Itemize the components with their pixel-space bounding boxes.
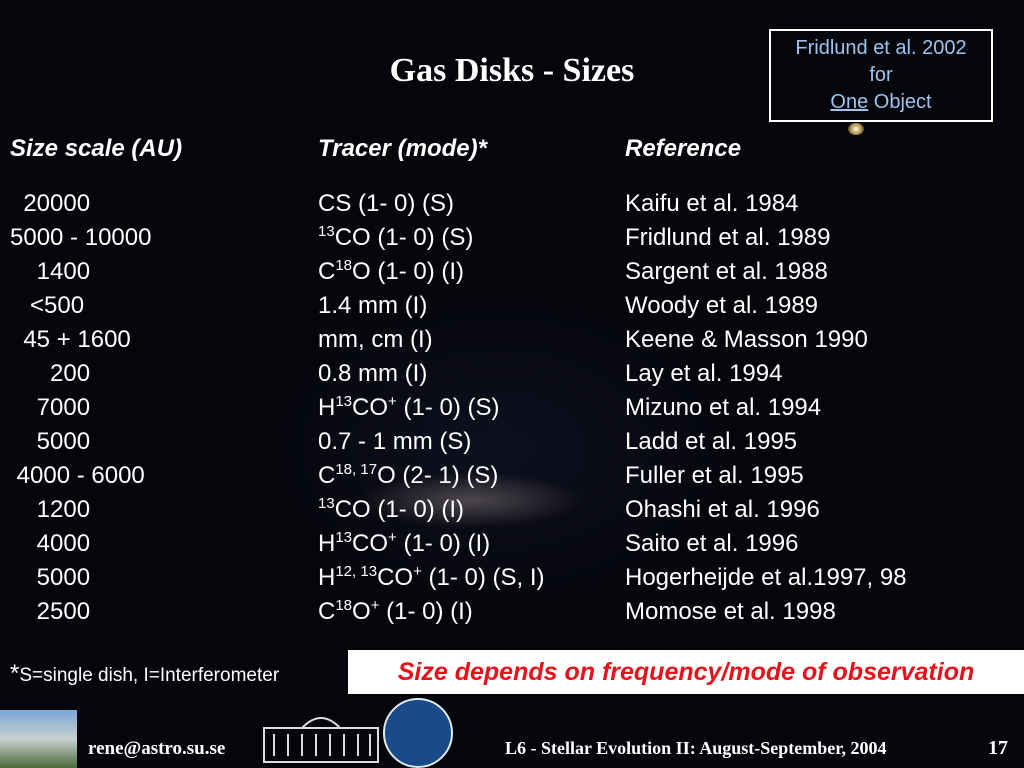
tracer-superscript: + bbox=[388, 393, 397, 410]
tracer-text: O bbox=[352, 598, 371, 625]
size-cell: <500 bbox=[10, 292, 85, 319]
reference-cell: Mizuno et al. 1994 bbox=[625, 394, 822, 421]
reference-cell: Lay et al. 1994 bbox=[625, 360, 783, 387]
reference-cell: Saito et al. 1996 bbox=[625, 530, 799, 557]
tracer-text: H bbox=[318, 394, 336, 421]
reference-cell: Momose et al. 1998 bbox=[625, 598, 836, 625]
tracer-cell: mm, cm (I) bbox=[318, 323, 433, 357]
size-cell: 1200 bbox=[10, 496, 91, 523]
tracer-cell: H12, 13CO+ (1- 0) (S, I) bbox=[318, 561, 545, 595]
footer-course: L6 - Stellar Evolution II: August-Septem… bbox=[505, 738, 887, 758]
tracer-text: O (1- 0) (I) bbox=[352, 258, 465, 285]
tracer-text: H bbox=[318, 530, 336, 557]
footer-email: rene@astro.su.se bbox=[88, 738, 226, 759]
callout-box: Size depends on frequency/mode of observ… bbox=[348, 650, 1024, 694]
tracer-superscript: + bbox=[388, 529, 397, 546]
tracer-superscript: 12, 13 bbox=[335, 563, 378, 580]
reference-cell: Woody et al. 1989 bbox=[625, 292, 819, 319]
tracer-cell: 0.7 - 1 mm (S) bbox=[318, 425, 471, 459]
reference-box-line3: One Object bbox=[771, 89, 991, 116]
tracer-cell: C18, 17O (2- 1) (S) bbox=[318, 459, 498, 493]
tracer-cell: H13CO+ (1- 0) (S) bbox=[318, 391, 499, 425]
tracer-superscript: 13 bbox=[335, 529, 353, 546]
tracer-cell: C18O+ (1- 0) (I) bbox=[318, 595, 473, 629]
reference-cell: Hogerheijde et al.1997, 98 bbox=[625, 564, 907, 591]
tracer-text: CO (1- 0) (S) bbox=[334, 224, 474, 251]
tracer-text: CO bbox=[352, 394, 389, 421]
tracer-text: 0.8 mm (I) bbox=[318, 360, 428, 387]
tracer-text: (1- 0) (I) bbox=[396, 530, 491, 557]
observatory-logo bbox=[263, 717, 379, 763]
size-cell: 5000 bbox=[10, 428, 91, 455]
size-cell: 1400 bbox=[10, 258, 91, 285]
reference-cell: Fuller et al. 1995 bbox=[625, 462, 804, 489]
reference-box-line2: for bbox=[869, 64, 893, 86]
tracer-text: (1- 0) (S, I) bbox=[421, 564, 545, 591]
building-photo bbox=[0, 710, 77, 768]
size-cell: 5000 - 10000 bbox=[10, 224, 152, 251]
tracer-text: (1- 0) (S) bbox=[396, 394, 500, 421]
footnote-asterisk: * bbox=[10, 660, 20, 687]
reference-cell: Ladd et al. 1995 bbox=[625, 428, 798, 455]
tracer-text: 0.7 - 1 mm (S) bbox=[318, 428, 472, 455]
star-glow bbox=[848, 123, 864, 135]
reference-cell: Kaifu et al. 1984 bbox=[625, 190, 799, 217]
underlined-word: One bbox=[830, 91, 869, 113]
tracer-cell: 13CO (1- 0) (I) bbox=[318, 493, 464, 527]
header-tracer: Tracer (mode)* bbox=[318, 135, 487, 162]
reference-cell: Ohashi et al. 1996 bbox=[625, 496, 820, 523]
tracer-superscript: 13 bbox=[318, 223, 335, 240]
size-cell: 45 + 1600 bbox=[10, 326, 131, 353]
tracer-text: CO bbox=[377, 564, 414, 591]
footnote: *S=single dish, I=Interferometer bbox=[10, 660, 279, 688]
size-cell: 4000 - 6000 bbox=[10, 462, 145, 489]
size-cell: 5000 bbox=[10, 564, 91, 591]
tracer-superscript: 13 bbox=[318, 495, 335, 512]
tracer-superscript: 18, 17 bbox=[335, 461, 378, 478]
tracer-cell: 0.8 mm (I) bbox=[318, 357, 427, 391]
tracer-text: 1.4 mm (I) bbox=[318, 292, 428, 319]
tracer-text: C bbox=[318, 258, 336, 285]
size-cell: 2500 bbox=[10, 598, 91, 625]
tracer-cell: 1.4 mm (I) bbox=[318, 289, 427, 323]
tracer-cell: 13CO (1- 0) (S) bbox=[318, 221, 473, 255]
reference-cell: Fridlund et al. 1989 bbox=[625, 224, 831, 251]
tracer-text: mm, cm (I) bbox=[318, 326, 433, 353]
size-cell: 7000 bbox=[10, 394, 91, 421]
tracer-text: C bbox=[318, 598, 336, 625]
tracer-cell: C18O (1- 0) (I) bbox=[318, 255, 464, 289]
reference-box-line1: Fridlund et al. 2002 bbox=[795, 37, 967, 59]
footnote-text: S=single dish, I=Interferometer bbox=[19, 665, 280, 686]
university-seal bbox=[383, 698, 453, 768]
slide-title: Gas Disks - Sizes bbox=[389, 52, 635, 89]
tracer-text: C bbox=[318, 462, 336, 489]
reference-cell: Keene & Masson 1990 bbox=[625, 326, 868, 353]
tracer-text: H bbox=[318, 564, 336, 591]
header-reference: Reference bbox=[625, 135, 742, 162]
tracer-text: CO bbox=[352, 530, 389, 557]
tracer-text: CS (1- 0) (S) bbox=[318, 190, 455, 217]
size-cell: 200 bbox=[10, 360, 91, 387]
reference-box: Fridlund et al. 2002 for One Object bbox=[769, 29, 993, 122]
header-size: Size scale (AU) bbox=[10, 135, 183, 162]
tracer-cell: H13CO+ (1- 0) (I) bbox=[318, 527, 490, 561]
size-cell: 20000 bbox=[10, 190, 91, 217]
reference-cell: Sargent et al. 1988 bbox=[625, 258, 828, 285]
tracer-text: (1- 0) (I) bbox=[379, 598, 473, 625]
tracer-superscript: 18 bbox=[335, 257, 353, 274]
tracer-superscript: 18 bbox=[335, 597, 353, 614]
tracer-text: CO (1- 0) (I) bbox=[334, 496, 465, 523]
tracer-superscript: + bbox=[413, 563, 422, 580]
tracer-text: O (2- 1) (S) bbox=[377, 462, 499, 489]
page-number: 17 bbox=[988, 737, 1008, 759]
reference-box-rest: Object bbox=[868, 91, 932, 113]
tracer-superscript: 13 bbox=[335, 393, 353, 410]
tracer-superscript: + bbox=[370, 597, 380, 614]
size-cell: 4000 bbox=[10, 530, 91, 557]
tracer-cell: CS (1- 0) (S) bbox=[318, 187, 454, 221]
